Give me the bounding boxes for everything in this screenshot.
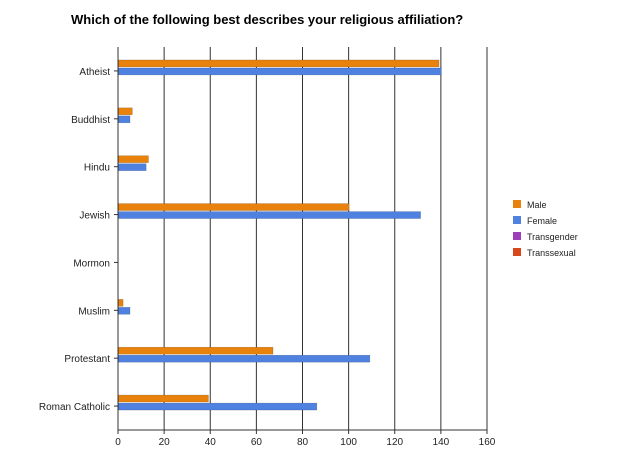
bar-male-protestant [118, 346, 274, 355]
legend-label-male: Male [527, 200, 547, 210]
x-tick-label: 20 [159, 437, 171, 448]
x-tick-label: 0 [115, 437, 121, 448]
legend-swatch-transgender [513, 232, 521, 240]
bar-female-buddhist [118, 115, 131, 124]
category-label: Atheist [79, 67, 110, 78]
bar-male-muslim [118, 299, 124, 307]
bar-male-roman-catholic [118, 394, 209, 403]
category-label: Protestant [64, 354, 110, 365]
x-tick-label: 40 [205, 437, 217, 448]
bars [118, 59, 442, 411]
chart-title: Which of the following best describes yo… [71, 12, 464, 27]
x-tick-label: 60 [251, 437, 263, 448]
bar-female-protestant [118, 354, 371, 363]
x-tick-label: 160 [479, 437, 496, 448]
category-label: Mormon [73, 258, 110, 269]
category-label: Buddhist [71, 115, 110, 126]
x-tick-label: 140 [433, 437, 450, 448]
bar-female-atheist [118, 67, 442, 76]
x-tick-label: 120 [386, 437, 403, 448]
category-label: Jewish [79, 211, 110, 222]
axes: 0 20 40 60 80 100 120 140 160 Atheist Buddhist Hind… [39, 47, 496, 448]
legend-swatch-transsexual [513, 248, 521, 256]
bar-female-muslim [118, 307, 131, 315]
legend-label-transsexual: Transsexual [527, 248, 576, 258]
category-label: Hindu [84, 163, 110, 174]
legend-swatch-male [513, 200, 521, 208]
legend-label-transgender: Transgender [527, 232, 578, 242]
x-tick-label: 100 [340, 437, 357, 448]
category-label: Roman Catholic [39, 402, 110, 413]
bar-male-buddhist [118, 107, 133, 116]
bar-female-hindu [118, 163, 147, 171]
bar-male-jewish [118, 203, 350, 211]
bar-male-atheist [118, 59, 440, 68]
legend-swatch-female [513, 216, 521, 224]
legend: Male Female Transgender Transsexual [513, 200, 578, 258]
bar-female-roman-catholic [118, 402, 318, 411]
category-label: Muslim [78, 306, 110, 317]
bar-male-hindu [118, 155, 149, 163]
legend-label-female: Female [527, 216, 557, 226]
x-tick-label: 80 [297, 437, 309, 448]
bar-female-jewish [118, 211, 421, 219]
gridlines [163, 47, 488, 430]
